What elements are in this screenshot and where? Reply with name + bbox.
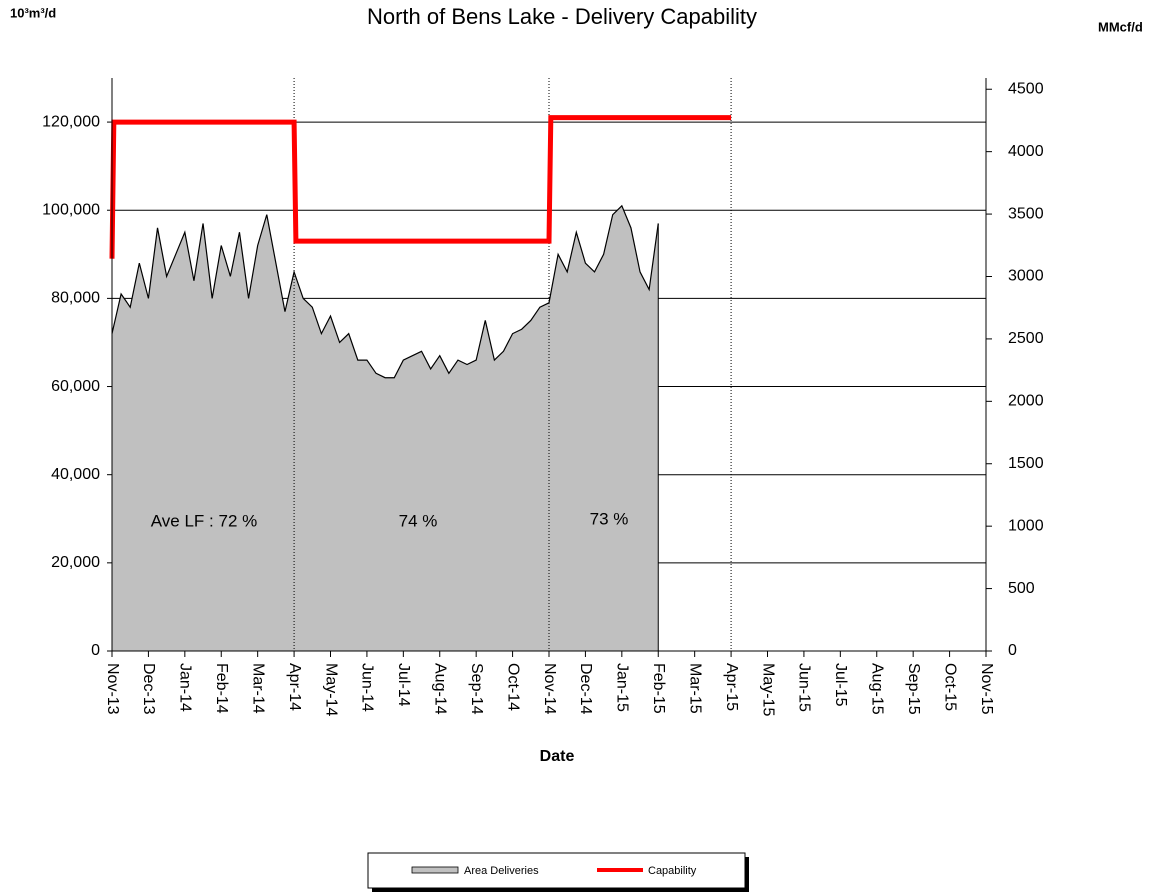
y-tick-label: 60,000: [51, 378, 100, 395]
y2-axis-label: MMcf/d: [1098, 19, 1143, 34]
legend-swatch: [411, 866, 459, 874]
y2-tick-label: 4500: [1008, 80, 1044, 97]
annotation: 73 %: [590, 509, 629, 528]
y2-tick-label: 3000: [1008, 268, 1044, 285]
x-tick-label: Jun-14: [359, 663, 376, 712]
x-tick-label: Apr-15: [723, 663, 740, 711]
x-tick-label: Sep-15: [905, 663, 922, 715]
y-tick-label: 40,000: [51, 466, 100, 483]
chart-title: North of Bens Lake - Delivery Capability: [367, 4, 757, 29]
area-outline: [111, 204, 659, 379]
y2-tick-label: 0: [1008, 642, 1017, 659]
annotation: 74 %: [399, 511, 438, 530]
x-tick-label: Dec-13: [140, 663, 157, 715]
x-tick-label: Jul-14: [395, 663, 412, 707]
x-tick-label: Oct-14: [504, 663, 521, 711]
x-tick-label: Apr-14: [286, 663, 303, 711]
y2-tick-label: 2500: [1008, 330, 1044, 347]
x-tick-label: Nov-13: [104, 663, 121, 715]
x-tick-label: Nov-15: [978, 663, 995, 715]
y-tick-label: 80,000: [51, 290, 100, 307]
area-fill: [112, 205, 659, 652]
legend-label: Capability: [648, 865, 697, 877]
x-tick-label: Jan-14: [177, 663, 194, 712]
y-tick-label: 20,000: [51, 554, 100, 571]
x-tick-label: Mar-14: [249, 663, 266, 714]
y-tick-label: 0: [91, 642, 100, 659]
y-axis-label: 10³m³/d: [10, 5, 56, 20]
x-tick-label: Aug-15: [869, 663, 886, 715]
y2-tick-label: 3500: [1008, 205, 1044, 222]
y2-tick-label: 1000: [1008, 517, 1044, 534]
y2-tick-label: 500: [1008, 580, 1035, 597]
x-tick-label: Jul-15: [832, 663, 849, 707]
legend-label: Area Deliveries: [464, 865, 539, 877]
y-tick-label: 100,000: [42, 201, 100, 218]
y2-tick-label: 1500: [1008, 455, 1044, 472]
y-tick-label: 120,000: [42, 113, 100, 130]
x-tick-label: Jan-15: [614, 663, 631, 712]
x-tick-label: Mar-15: [686, 663, 703, 714]
y2-tick-label: 4000: [1008, 143, 1044, 160]
annotation: Ave LF : 72 %: [151, 511, 257, 530]
x-tick-label: May-14: [322, 663, 339, 716]
capability-line: [109, 115, 732, 259]
x-tick-label: Aug-14: [432, 663, 449, 715]
x-tick-label: May-15: [759, 663, 776, 716]
x-tick-label: Feb-15: [650, 663, 667, 714]
x-tick-label: Jun-15: [796, 663, 813, 712]
x-tick-label: Feb-14: [213, 663, 230, 714]
x-tick-label: Oct-15: [941, 663, 958, 711]
x-tick-label: Sep-14: [468, 663, 485, 715]
x-tick-label: Dec-14: [577, 663, 594, 715]
y2-tick-label: 2000: [1008, 393, 1044, 410]
x-tick-label: Nov-14: [541, 663, 558, 715]
x-axis-label: Date: [540, 748, 575, 765]
